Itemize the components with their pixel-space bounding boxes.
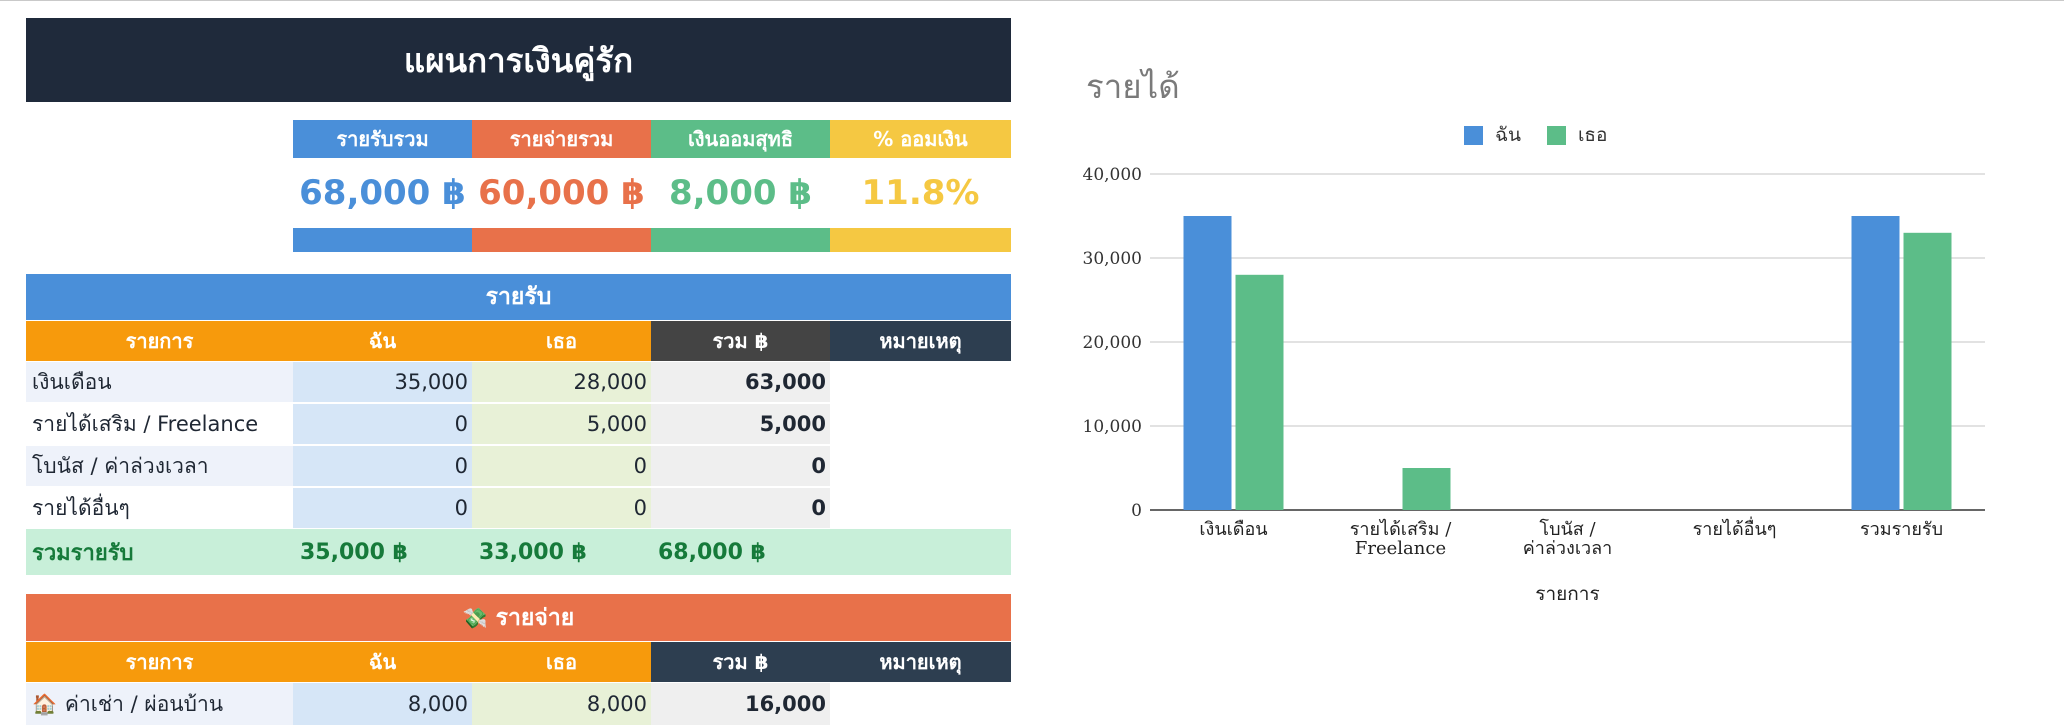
bar-her — [1903, 232, 1952, 511]
x-axis-title: รายการ — [1535, 583, 1599, 605]
income-row-me[interactable]: 35,000 — [293, 362, 472, 403]
x-tick-label: ค่าล่วงเวลา — [1523, 538, 1612, 559]
house-icon: 🏠 — [32, 692, 57, 716]
income-col-item: รายการ — [26, 321, 293, 361]
summary-expense-bar — [472, 228, 651, 252]
summary-expense-label: รายจ่ายรวม — [472, 120, 651, 158]
income-row-total[interactable]: 63,000 — [651, 362, 830, 403]
expense-col-total: รวม ฿ — [651, 642, 830, 682]
expense-col-her: เธอ — [472, 642, 651, 682]
expense-col-me: ฉัน — [293, 642, 472, 682]
bar-me — [1851, 216, 1900, 510]
y-tick-label: 0 — [1131, 501, 1142, 521]
x-tick-label: รวมรายรับ — [1860, 519, 1943, 540]
income-row-me[interactable]: 0 — [293, 488, 472, 529]
expense-col-note: หมายเหตุ — [830, 642, 1011, 682]
income-total-me: 35,000 ฿ — [300, 539, 408, 565]
y-tick-label: 10,000 — [1083, 417, 1142, 437]
income-section-banner: รายรับ — [26, 274, 1011, 320]
income-row-item[interactable]: รายได้อื่นๆ — [26, 488, 293, 529]
legend-swatch-me — [1464, 125, 1483, 145]
summary-income-label: รายรับรวม — [293, 120, 472, 158]
income-row-note[interactable] — [830, 446, 1011, 487]
income-row-me[interactable]: 0 — [293, 404, 472, 445]
income-row-item[interactable]: เงินเดือน — [26, 362, 293, 403]
bar-her — [1402, 468, 1451, 510]
income-row-total[interactable]: 0 — [651, 446, 830, 487]
income-row-her[interactable]: 5,000 — [472, 404, 651, 445]
summary-expense-value: 60,000 ฿ — [478, 173, 645, 213]
income-col-note: หมายเหตุ — [830, 321, 1011, 361]
expense-row-item[interactable]: 🏠 ค่าเช่า / ผ่อนบ้าน — [26, 683, 293, 726]
expense-section-title: รายจ่าย — [495, 604, 575, 631]
summary-savings-percent-label: % ออมเงิน — [830, 120, 1011, 158]
summary-savings-value: 8,000 ฿ — [668, 173, 813, 213]
income-row-note[interactable] — [830, 488, 1011, 529]
summary-savings-label: เงินออมสุทธิ — [651, 120, 830, 158]
bar-her — [1235, 274, 1284, 510]
income-total-row — [26, 529, 1011, 575]
summary-savings-percent-value: 11.8% — [861, 173, 980, 213]
chart-title: รายได้ — [1086, 66, 1180, 106]
income-total-her: 33,000 ฿ — [479, 539, 587, 565]
y-tick-label: 40,000 — [1083, 165, 1142, 185]
income-bar-chart: 0 10,000 20,000 30,000 40,000 เงินเดือน รายได้… — [1083, 165, 1985, 605]
income-col-her: เธอ — [472, 321, 651, 361]
income-row-total[interactable]: 0 — [651, 488, 830, 529]
summary-savings-percent-bar — [830, 228, 1011, 252]
chart-legend: ฉัน เธอ — [1464, 120, 1621, 150]
expense-row-her[interactable]: 8,000 — [472, 683, 651, 726]
expense-row-me[interactable]: 8,000 — [293, 683, 472, 726]
expense-row-note[interactable] — [830, 683, 1011, 726]
income-col-total: รวม ฿ — [651, 321, 830, 361]
summary-income-bar — [293, 228, 472, 252]
expense-row-item-label: ค่าเช่า / ผ่อนบ้าน — [64, 691, 224, 716]
legend-item-her: เธอ — [1546, 120, 1608, 150]
income-row-item[interactable]: รายได้เสริม / Freelance — [26, 404, 293, 445]
income-row-her[interactable]: 0 — [472, 488, 651, 529]
bar-me — [1183, 216, 1232, 510]
summary-savings-bar — [651, 228, 830, 252]
income-row-her[interactable]: 0 — [472, 446, 651, 487]
x-tick-label: รายได้อื่นๆ — [1693, 516, 1777, 540]
window-top-border — [0, 0, 2064, 1]
income-row-note[interactable] — [830, 362, 1011, 403]
summary-income-value: 68,000 ฿ — [299, 173, 466, 213]
income-row-total[interactable]: 5,000 — [651, 404, 830, 445]
x-tick-label: เงินเดือน — [1199, 519, 1267, 540]
income-row-her[interactable]: 28,000 — [472, 362, 651, 403]
expense-row-total[interactable]: 16,000 — [651, 683, 830, 726]
x-tick-label: โบนัส / — [1539, 518, 1596, 540]
legend-label-her: เธอ — [1577, 124, 1608, 146]
legend-item-me: ฉัน — [1464, 120, 1521, 150]
income-total-sum: 68,000 ฿ — [658, 539, 766, 565]
money-wings-icon: 💸 — [462, 605, 488, 630]
legend-label-me: ฉัน — [1495, 124, 1521, 146]
y-tick-label: 20,000 — [1083, 333, 1142, 353]
income-row-me[interactable]: 0 — [293, 446, 472, 487]
income-total-label: รวมรายรับ — [32, 540, 134, 566]
income-row-note[interactable] — [830, 404, 1011, 445]
x-tick-label: รายได้เสริม / — [1350, 518, 1452, 540]
page-title: แผนการเงินคู่รัก — [26, 18, 1011, 102]
legend-swatch-her — [1546, 125, 1566, 145]
income-row-item[interactable]: โบนัส / ค่าล่วงเวลา — [26, 446, 293, 487]
expense-col-item: รายการ — [26, 642, 293, 682]
income-col-me: ฉัน — [293, 321, 472, 361]
y-tick-label: 30,000 — [1083, 249, 1142, 269]
expense-section-banner: 💸 รายจ่าย — [26, 594, 1011, 641]
x-tick-label: Freelance — [1355, 538, 1446, 559]
